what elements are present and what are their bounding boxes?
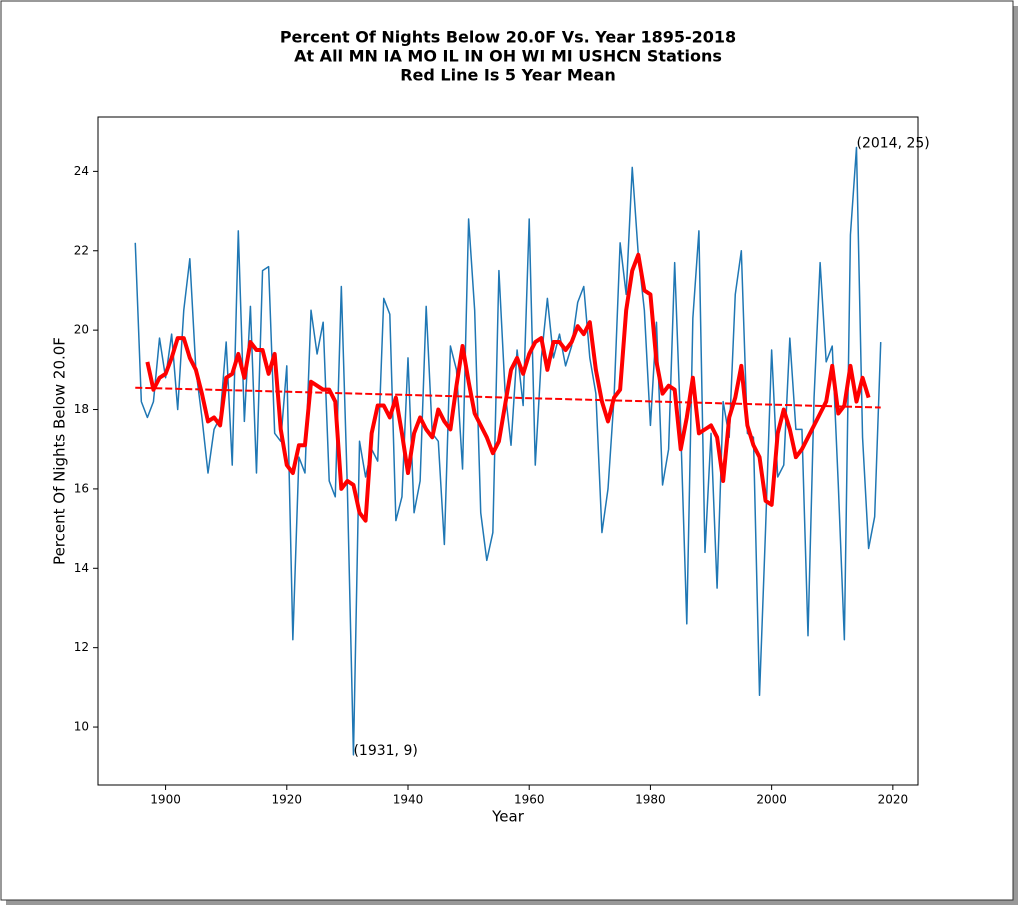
series-line — [145, 252, 871, 523]
series-line — [135, 386, 881, 409]
x-tick-label: 2000 — [756, 793, 787, 807]
annotation: (2014, 25) — [856, 136, 929, 152]
x-tick-label: 2020 — [878, 793, 909, 807]
y-tick-label: 14 — [74, 561, 89, 575]
annotation: (1931, 9) — [353, 743, 417, 759]
chart-title: Red Line Is 5 Year Mean — [400, 66, 616, 85]
x-axis-label: Year — [491, 808, 525, 826]
x-tick-label: 1980 — [635, 793, 666, 807]
x-tick-label: 1900 — [150, 793, 181, 807]
x-tick-label: 1920 — [272, 793, 303, 807]
x-tick-label: 1940 — [393, 793, 424, 807]
y-tick-label: 16 — [74, 481, 89, 495]
series-line — [134, 146, 882, 756]
plot-frame — [97, 116, 919, 786]
y-tick-label: 22 — [74, 243, 89, 257]
y-axis-label: Percent Of Nights Below 20.0F — [51, 337, 69, 565]
y-tick-label: 10 — [74, 720, 89, 734]
chart-title: Percent Of Nights Below 20.0F Vs. Year 1… — [280, 28, 736, 47]
y-tick-label: 12 — [74, 640, 89, 654]
chart-title: At All MN IA MO IL IN OH WI MI USHCN Sta… — [294, 47, 722, 66]
y-tick-label: 24 — [74, 164, 89, 178]
frame — [0, 0, 1014, 901]
x-tick-label: 1960 — [514, 793, 545, 807]
y-tick-label: 20 — [74, 323, 89, 337]
y-tick-label: 18 — [74, 402, 89, 416]
